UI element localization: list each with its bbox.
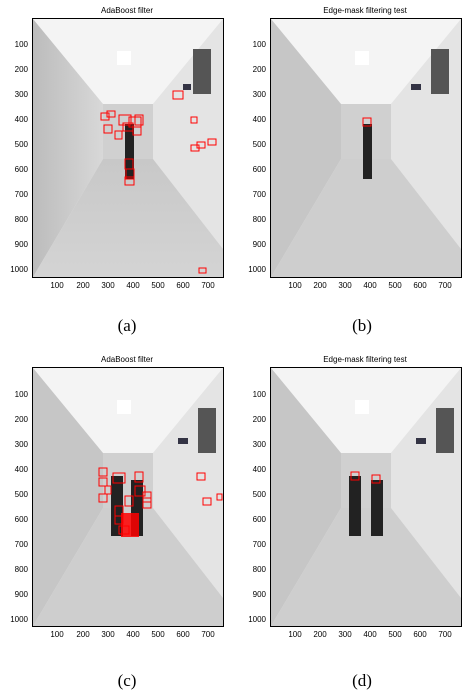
xtick: 300 [338,630,352,639]
xtick: 400 [126,281,140,290]
ytick: 600 [14,165,28,174]
xtick: 600 [176,281,190,290]
panel-c-title: AdaBoost filter [100,355,154,364]
ytick: 300 [252,440,266,449]
ytick: 500 [252,490,266,499]
ytick: 900 [14,590,28,599]
ytick: 900 [14,240,28,249]
xtick: 200 [76,281,90,290]
detection-boxes-b [362,117,372,127]
xtick: 700 [201,281,215,290]
ytick: 400 [252,465,266,474]
ytick: 800 [252,215,266,224]
xtick: 400 [363,281,377,290]
ytick: 200 [14,65,28,74]
ytick: 900 [252,590,266,599]
ytick: 100 [252,390,266,399]
ytick: 800 [14,565,28,574]
xtick: 600 [413,281,427,290]
ytick: 500 [14,490,28,499]
ytick: 1000 [10,265,28,274]
xtick: 300 [101,281,115,290]
xtick: 700 [438,630,452,639]
ytick: 400 [252,115,266,124]
ytick: 400 [14,115,28,124]
ytick: 100 [14,40,28,49]
ytick: 1000 [10,615,28,624]
ytick: 700 [14,540,28,549]
panel-d-caption: (d) [352,671,372,690]
xtick: 100 [50,281,64,290]
xtick: 500 [388,281,402,290]
ytick: 800 [14,215,28,224]
xtick: 100 [288,281,302,290]
corridor-scene-b [271,19,461,277]
xtick: 300 [101,630,115,639]
xtick: 500 [151,630,165,639]
ytick: 800 [252,565,266,574]
xtick: 500 [151,281,165,290]
panel-a-title: AdaBoost filter [100,6,154,15]
ytick: 600 [252,165,266,174]
ytick: 1000 [248,265,266,274]
panel-a-caption: (a) [117,316,137,335]
ytick: 600 [14,515,28,524]
panel-d-title: Edge-mask filtering test [323,355,407,364]
ytick: 300 [252,90,266,99]
panel-d-image [270,367,462,627]
ytick: 200 [14,415,28,424]
panel-c-caption: (c) [117,671,137,690]
xtick: 200 [313,281,327,290]
detection-boxes-d [350,471,381,484]
ytick: 700 [252,190,266,199]
xtick: 600 [413,630,427,639]
corridor-scene-d [271,368,461,626]
xtick: 100 [50,630,64,639]
panel-a-image [32,18,224,278]
ytick: 100 [252,40,266,49]
ytick: 900 [252,240,266,249]
panel-c-image [32,367,224,627]
panel-b-caption: (b) [352,316,372,335]
ytick: 1000 [248,615,266,624]
ytick: 200 [252,65,266,74]
xtick: 400 [363,630,377,639]
panel-b-image [270,18,462,278]
ytick: 200 [252,415,266,424]
ytick: 300 [14,440,28,449]
corridor-scene-a [33,19,223,277]
ytick: 700 [252,540,266,549]
ytick: 700 [14,190,28,199]
xtick: 700 [438,281,452,290]
ytick: 100 [14,390,28,399]
ytick: 300 [14,90,28,99]
ytick: 400 [14,465,28,474]
ytick: 500 [14,140,28,149]
xtick: 300 [338,281,352,290]
panel-b-title: Edge-mask filtering test [323,6,407,15]
xtick: 100 [288,630,302,639]
xtick: 600 [176,630,190,639]
ytick: 500 [252,140,266,149]
detection-boxes-a [100,90,217,274]
ytick: 600 [252,515,266,524]
xtick: 200 [76,630,90,639]
xtick: 400 [126,630,140,639]
detection-boxes-c [98,467,223,535]
corridor-scene-c [33,368,223,626]
xtick: 500 [388,630,402,639]
xtick: 700 [201,630,215,639]
xtick: 200 [313,630,327,639]
